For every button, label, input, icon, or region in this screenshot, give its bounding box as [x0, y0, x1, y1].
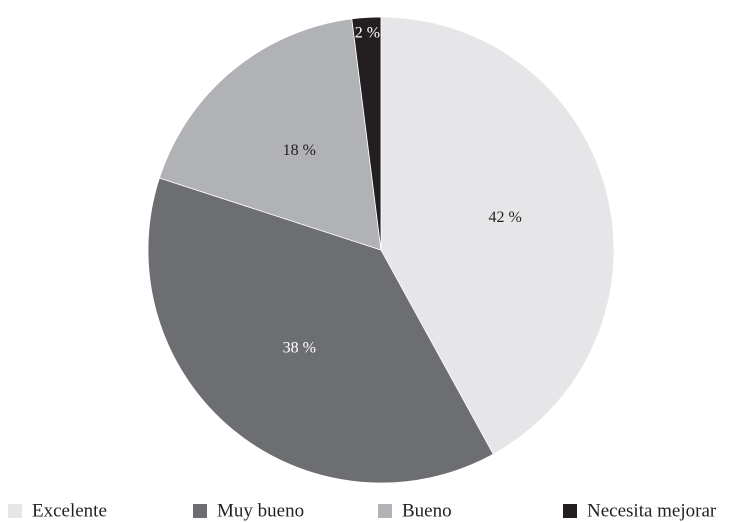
- legend-swatch: [563, 504, 577, 518]
- legend-label: Necesita mejorar: [587, 500, 717, 521]
- pie-slice: [158, 18, 382, 251]
- pie-slice: [380, 16, 615, 455]
- slice-label: 42 %: [488, 209, 521, 226]
- legend-label: Muy bueno: [217, 500, 304, 521]
- legend-label: Excelente: [32, 500, 107, 521]
- slice-label: 38 %: [283, 339, 316, 356]
- legend-swatch: [8, 504, 22, 518]
- legend-label: Bueno: [402, 500, 452, 521]
- slice-label: 18 %: [283, 142, 316, 159]
- legend-swatch: [378, 504, 392, 518]
- pie-slice: [351, 16, 382, 251]
- pie-slice: [147, 177, 494, 484]
- legend-swatch: [193, 504, 207, 518]
- slice-label: 2 %: [355, 24, 380, 41]
